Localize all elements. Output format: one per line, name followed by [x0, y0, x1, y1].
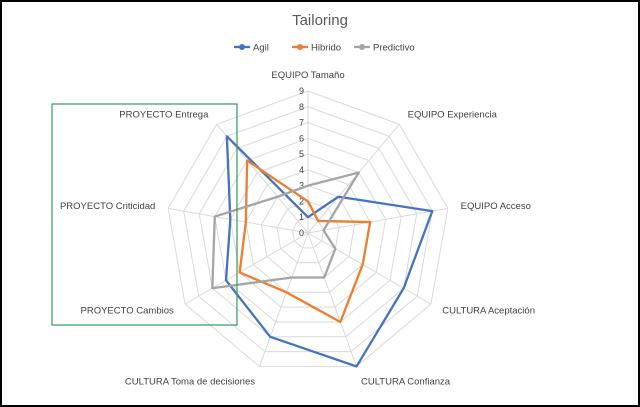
chart-title: Tailoring — [292, 12, 348, 29]
series-line-hibrido — [238, 159, 372, 324]
radial-tick-label: 9 — [299, 86, 304, 96]
series-line-predictivo — [211, 171, 360, 290]
radial-tick-label: 2 — [299, 196, 304, 206]
grid-spoke — [307, 232, 432, 305]
radial-tick-label: 8 — [299, 102, 304, 112]
highlight-box — [51, 103, 238, 326]
category-label: EQUIPO Acceso — [461, 201, 531, 212]
grid-ring — [198, 122, 418, 338]
grid-ring — [214, 137, 402, 323]
series-lines — [211, 135, 434, 368]
category-label: PROYECTO Cambios — [81, 306, 175, 317]
legend-marker — [239, 44, 245, 50]
radar-grid — [167, 90, 449, 367]
legend: Agil Hibrido Predictivo — [234, 43, 415, 54]
grid-ring — [291, 216, 325, 249]
grid-spoke — [184, 232, 309, 305]
radial-tick-label: 4 — [299, 165, 304, 175]
radial-tick-label: 1 — [299, 212, 304, 222]
legend-marker — [359, 44, 365, 50]
grid-spoke — [168, 207, 309, 234]
radial-tick-label: 3 — [299, 181, 304, 191]
category-label: CULTURA Aceptación — [442, 306, 535, 317]
grid-spoke — [307, 232, 358, 367]
radial-axis-ticks: 0 1 2 3 4 5 6 7 8 9 — [299, 86, 304, 238]
legend-label: Predictivo — [373, 43, 415, 54]
radial-tick-label: 6 — [299, 133, 304, 143]
category-label: EQUIPO Tamaño — [271, 70, 344, 81]
category-label: PROYECTO Entrega — [119, 109, 209, 120]
grid-ring — [276, 200, 340, 264]
grid-spoke — [307, 207, 448, 234]
legend-label: Hibrido — [311, 43, 341, 54]
grid-ring — [229, 153, 387, 308]
category-label: CULTURA Confianza — [361, 377, 451, 388]
legend-marker — [297, 44, 303, 50]
grid-ring — [183, 106, 433, 353]
category-labels: EQUIPO Tamaño EQUIPO Experiencia EQUIPO Ac… — [60, 70, 535, 388]
grid-spoke — [307, 123, 400, 234]
category-label: PROYECTO Criticidad — [60, 201, 155, 212]
grid-spoke — [258, 232, 309, 367]
radial-tick-label: 5 — [299, 149, 304, 159]
radial-tick-label: 7 — [299, 118, 304, 128]
grid-ring — [167, 90, 449, 367]
legend-label: Agil — [253, 43, 269, 54]
category-label: CULTURA Toma de decisiones — [125, 377, 255, 388]
radial-tick-label: 0 — [299, 228, 304, 238]
category-label: EQUIPO Experiencia — [408, 109, 498, 120]
series-line-agil — [224, 135, 434, 368]
